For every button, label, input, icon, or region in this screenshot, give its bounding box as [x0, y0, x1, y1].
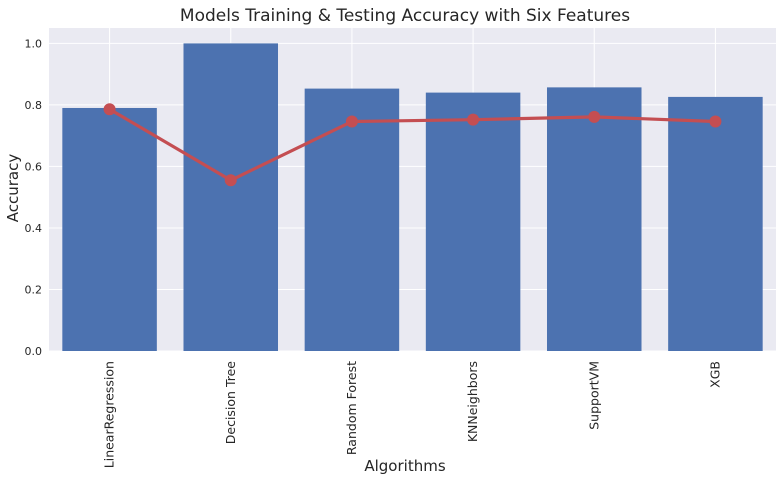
y-tick-label: 0.6 [25, 160, 43, 173]
chart-title: Models Training & Testing Accuracy with … [180, 6, 630, 26]
y-tick-label: 0.8 [25, 99, 43, 112]
y-tick-label: 1.0 [25, 37, 43, 50]
x-tick-labels: LinearRegression Decision Tree Random Fore… [102, 361, 723, 469]
line-point [103, 103, 116, 116]
grid-lines [49, 28, 776, 352]
bar [425, 92, 521, 351]
bar [546, 87, 642, 351]
line-point [709, 115, 722, 128]
line-point [588, 110, 601, 123]
plot-background [49, 28, 776, 351]
x-tick-label: XGB [707, 361, 722, 388]
y-tick-label: 0.2 [25, 283, 43, 296]
line-path [108, 107, 716, 182]
bar-series [62, 43, 763, 351]
bar [183, 43, 279, 351]
bar [668, 96, 763, 351]
x-tick-label: Decision Tree [223, 361, 238, 445]
x-tick-label: LinearRegression [102, 361, 117, 468]
y-tick-labels: 0.0 0.2 0.4 0.6 0.8 1.0 [25, 37, 43, 358]
line-point [224, 174, 237, 187]
x-tick-label: SupportVM [586, 361, 601, 430]
x-axis-label: Algorithms [364, 457, 445, 475]
x-tick-label: Random Forest [344, 361, 359, 455]
y-tick-label: 0.4 [25, 222, 43, 235]
y-tick-label: 0.0 [25, 345, 43, 358]
bar [62, 107, 157, 351]
y-axis-label: Accuracy [4, 154, 22, 223]
line-point [345, 115, 358, 128]
x-tick-label: KNNeighbors [465, 361, 480, 442]
line-series [103, 103, 722, 187]
bar [304, 88, 400, 351]
line-point [467, 113, 480, 126]
